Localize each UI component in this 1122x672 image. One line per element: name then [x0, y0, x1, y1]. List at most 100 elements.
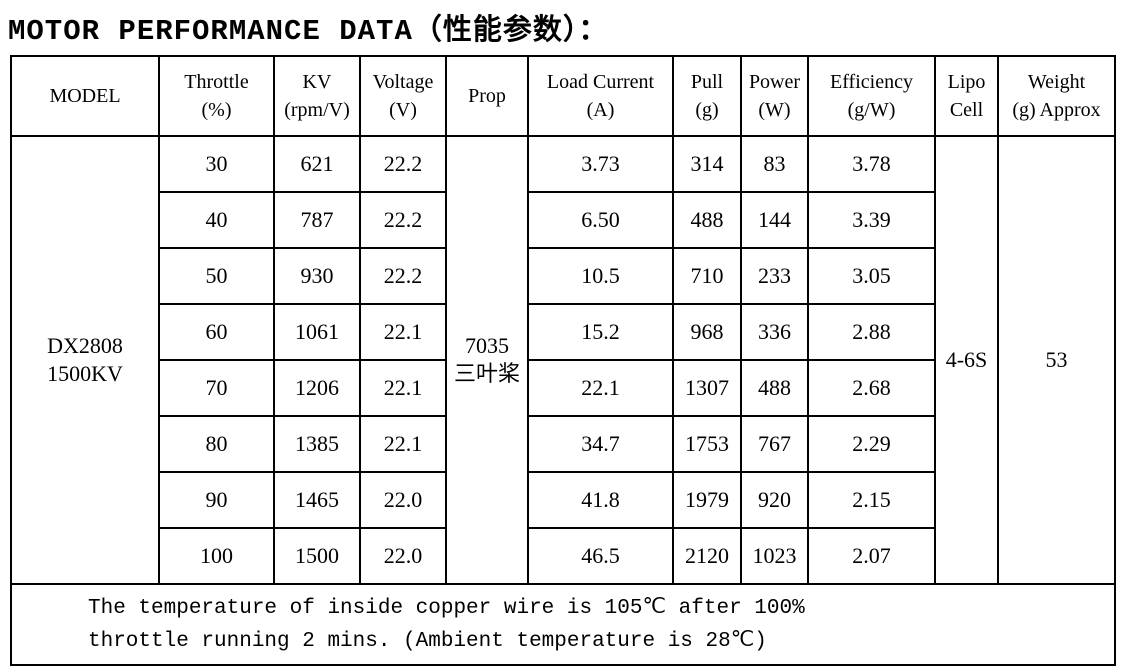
cell-line: Prop [468, 85, 506, 107]
data-cell: 3.73 [527, 135, 674, 193]
cell-line: Power [748, 71, 801, 93]
cell-line: Efficiency [830, 71, 913, 93]
data-cell: 2.68 [807, 359, 936, 417]
data-cell: 488 [672, 191, 742, 249]
data-row: 90 1465 22.0 41.8 1979 920 2.15 [11, 471, 1115, 529]
data-cell: 1500 [273, 527, 361, 585]
data-cell: 1385 [273, 415, 361, 473]
cell-line: (g) [695, 99, 719, 121]
data-cell: 3.78 [807, 135, 936, 193]
data-cell: 1206 [273, 359, 361, 417]
header-cell: Pull (g) [672, 55, 742, 137]
cell-line: (W) [758, 99, 791, 121]
data-cell: 1979 [672, 471, 742, 529]
data-cell: 930 [273, 247, 361, 305]
cell-line: DX2808 [47, 333, 123, 358]
data-cell: 1023 [740, 527, 809, 585]
cell-line: Throttle [184, 71, 249, 93]
data-cell: 22.1 [359, 359, 447, 417]
data-cell: 3.39 [807, 191, 936, 249]
data-cell: 22.0 [359, 471, 447, 529]
data-cell: 41.8 [527, 471, 674, 529]
data-cell: 314 [672, 135, 742, 193]
data-cell: 34.7 [527, 415, 674, 473]
data-cell: 2.88 [807, 303, 936, 361]
header-cell: Lipo Cell [934, 55, 999, 137]
data-cell: 60 [158, 303, 275, 361]
header-cell: Power (W) [740, 55, 809, 137]
header-cell: Load Current (A) [527, 55, 674, 137]
model-cell: DX2808 1500KV [10, 135, 160, 585]
data-cell: 1753 [672, 415, 742, 473]
header-cell: KV (rpm/V) [273, 55, 361, 137]
data-cell: 22.2 [359, 247, 447, 305]
data-cell: 488 [740, 359, 809, 417]
data-cell: 920 [740, 471, 809, 529]
prop-cell: 7035 三叶桨 [445, 135, 529, 585]
data-row: DX2808 1500KV 30 621 22.2 7035 三叶桨 3.73 314 83 3.7… [10, 135, 1116, 585]
cell-line: Voltage [372, 71, 434, 93]
weight-cell: 53 [997, 135, 1116, 585]
cell-line: Lipo [947, 71, 986, 93]
data-cell: 2120 [672, 527, 742, 585]
performance-table: MODEL Throttle (%) KV (rpm/V) Voltage (V) Prop L… [10, 55, 1116, 666]
data-cell: 144 [740, 191, 809, 249]
data-cell: 2.15 [807, 471, 936, 529]
header-cell: Weight (g) Approx [997, 55, 1116, 137]
data-row: 40 787 22.2 6.50 488 144 3.39 [11, 191, 1115, 249]
data-cell: 22.1 [359, 415, 447, 473]
data-cell: 22.2 [359, 191, 447, 249]
data-cell: 767 [740, 415, 809, 473]
header-cell: Voltage (V) [359, 55, 447, 137]
cell-line: (A) [586, 99, 615, 121]
data-cell: 2.29 [807, 415, 936, 473]
cell-line: (%) [201, 99, 232, 121]
data-cell: 46.5 [527, 527, 674, 585]
data-row: 60 1061 22.1 15.2 968 336 2.88 [11, 303, 1115, 361]
lipo-cell: 4-6S [934, 135, 999, 585]
cell-line: The temperature of inside copper wire is… [88, 596, 805, 620]
data-row: 80 1385 22.1 34.7 1753 767 2.29 [11, 415, 1115, 473]
data-cell: 10.5 [527, 247, 674, 305]
data-row: 70 1206 22.1 22.1 1307 488 2.68 [11, 359, 1115, 417]
cell-line: KV [302, 71, 332, 93]
data-cell: 22.1 [527, 359, 674, 417]
data-cell: 1465 [273, 471, 361, 529]
data-cell: 80 [158, 415, 275, 473]
data-cell: 621 [273, 135, 361, 193]
cell-line: (g) Approx [1012, 99, 1101, 121]
data-cell: 336 [740, 303, 809, 361]
cell-line: (rpm/V) [284, 99, 350, 121]
data-cell: 22.0 [359, 527, 447, 585]
cell-line: throttle running 2 mins. (Ambient temper… [88, 629, 767, 653]
cell-line: Load Current [546, 71, 655, 93]
data-row: 100 1500 22.0 46.5 2120 1023 2.07 [11, 527, 1115, 585]
data-cell: 83 [740, 135, 809, 193]
data-cell: 90 [158, 471, 275, 529]
data-cell: 3.05 [807, 247, 936, 305]
data-cell: 1061 [273, 303, 361, 361]
header-cell: Throttle (%) [158, 55, 275, 137]
cell-line: Pull [690, 71, 724, 93]
header-cell: Prop [445, 55, 529, 137]
cell-line: 1500KV [47, 361, 123, 386]
data-cell: 30 [158, 135, 275, 193]
data-cell: 2.07 [807, 527, 936, 585]
header-cell: Efficiency (g/W) [807, 55, 936, 137]
data-cell: 968 [672, 303, 742, 361]
cell-line: 三叶桨 [453, 361, 520, 386]
cell-line: Weight [1027, 71, 1086, 93]
note-cell: The temperature of inside copper wire is… [10, 583, 1116, 666]
cell-line: (V) [389, 99, 417, 121]
data-cell: 710 [672, 247, 742, 305]
data-cell: 22.1 [359, 303, 447, 361]
data-row: 50 930 22.2 10.5 710 233 3.05 [11, 247, 1115, 305]
data-cell: 6.50 [527, 191, 674, 249]
data-cell: 100 [158, 527, 275, 585]
header-cell: MODEL [10, 55, 160, 137]
data-cell: 233 [740, 247, 809, 305]
data-cell: 70 [158, 359, 275, 417]
data-cell: 50 [158, 247, 275, 305]
data-cell: 1307 [672, 359, 742, 417]
